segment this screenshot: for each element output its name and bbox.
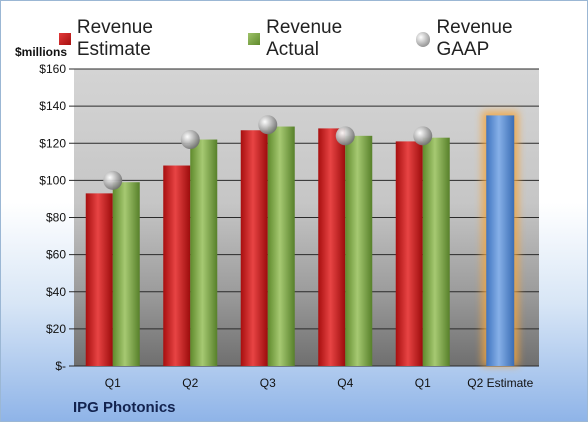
bar-revenue-actual (345, 135, 373, 366)
y-tick-label: $100 (39, 173, 66, 187)
y-tick-label: $60 (46, 248, 66, 262)
actual-swatch-icon (248, 33, 261, 45)
marker-revenue-gaap (180, 130, 200, 150)
y-tick-label: $20 (46, 322, 66, 336)
x-tick-label: Q2 Estimate (467, 376, 533, 390)
bar-revenue-estimate (163, 165, 191, 366)
legend-item-gaap: Revenue GAAP (415, 17, 569, 61)
y-tick-label: $160 (39, 62, 66, 76)
bars (85, 111, 519, 366)
legend: Revenue Estimate Revenue Actual Revenue … (59, 17, 587, 61)
bar-revenue-estimate (240, 130, 268, 366)
legend-item-actual: Revenue Actual (248, 17, 397, 61)
marker-revenue-gaap (335, 126, 355, 146)
marker-revenue-gaap (413, 126, 433, 146)
y-tick-label: $- (55, 359, 66, 373)
legend-label-gaap: Revenue GAAP (436, 17, 513, 60)
bar-revenue-estimate (395, 141, 423, 366)
x-tick-label: Q2 (182, 376, 198, 390)
y-tick-label: $80 (46, 211, 66, 225)
estimate-swatch-icon (59, 33, 71, 45)
x-tick-label: Q1 (415, 376, 431, 390)
bar-forecast (486, 115, 515, 366)
y-tick-label: $40 (46, 285, 66, 299)
gaap-markers (103, 115, 433, 190)
x-tick-labels: Q1 Q2 Q3 Q4 Q1 Q2 Estimate (105, 376, 534, 390)
bar-revenue-actual (190, 139, 218, 366)
y-tick-label: $140 (39, 99, 66, 113)
x-tick-label: Q3 (260, 376, 276, 390)
legend-item-estimate: Revenue Estimate (59, 17, 230, 61)
y-tick-label: $120 (39, 136, 66, 150)
gaap-marker-icon (415, 31, 431, 47)
company-name: IPG Photonics (73, 399, 176, 416)
bar-revenue-actual (112, 182, 140, 366)
marker-revenue-gaap (258, 115, 278, 135)
bar-revenue-actual (267, 126, 295, 366)
marker-revenue-gaap (103, 170, 123, 190)
x-tick-label: Q1 (105, 376, 121, 390)
x-tick-label: Q4 (337, 376, 353, 390)
bar-revenue-estimate (85, 193, 113, 366)
gridlines (69, 68, 539, 367)
y-axis-unit-label: $millions (15, 45, 68, 59)
y-tick-labels: $- $20 $40 $60 $80 $100 $120 $140 $160 (39, 62, 66, 373)
legend-label-actual: Revenue Actual (266, 17, 343, 60)
bar-revenue-actual (422, 137, 450, 366)
legend-label-estimate: Revenue Estimate (76, 17, 153, 60)
bar-revenue-estimate (318, 128, 346, 366)
